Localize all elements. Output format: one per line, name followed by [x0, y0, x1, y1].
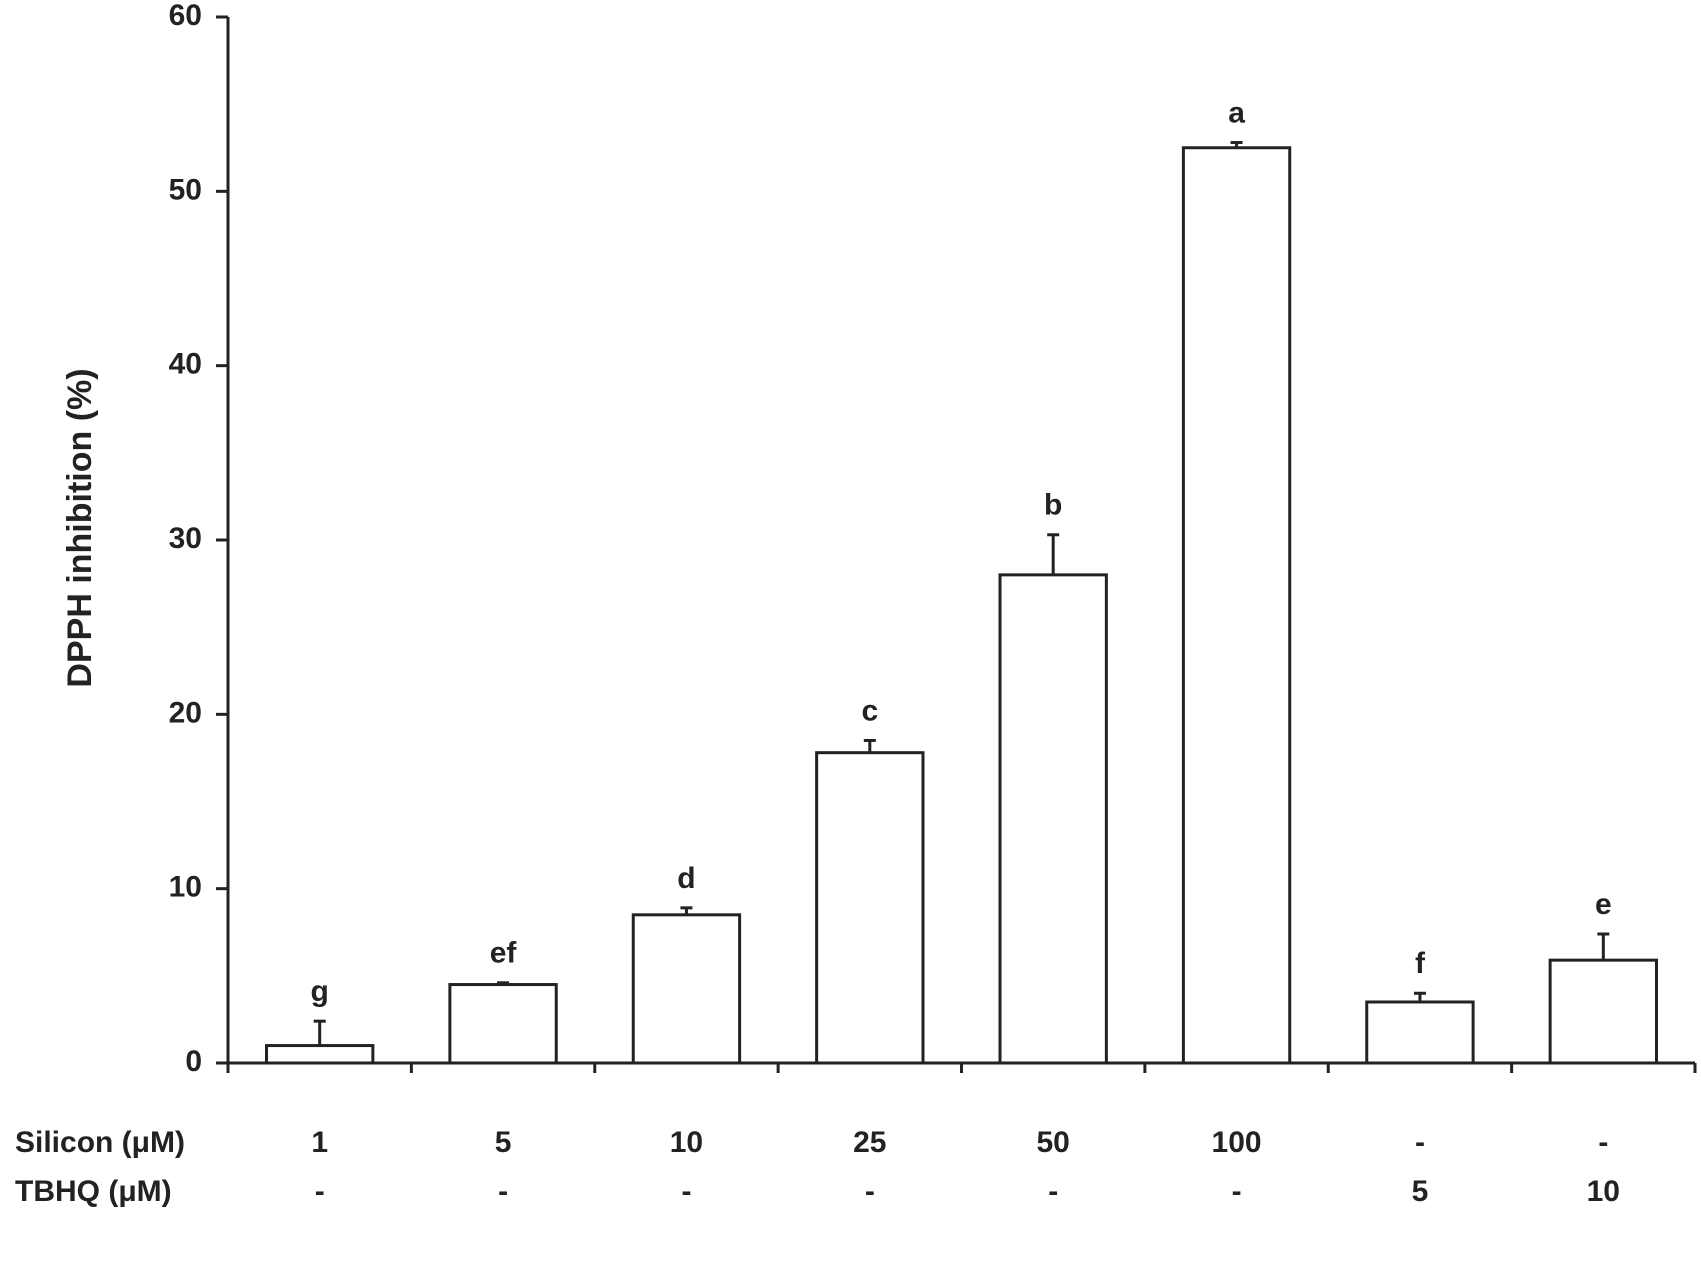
x-tick-label: - [315, 1175, 325, 1208]
x-tick-label: 25 [853, 1126, 886, 1159]
data-annotation: b [1044, 489, 1062, 522]
y-tick-label: 60 [169, 0, 202, 32]
x-tick-label: 5 [1412, 1175, 1429, 1208]
bar [1365, 1000, 1475, 1065]
bar [1181, 146, 1292, 1065]
bar [631, 913, 742, 1065]
x-tick-label: - [1232, 1175, 1242, 1208]
x-tick-label: - [865, 1175, 875, 1208]
x-tick-label: - [681, 1175, 691, 1208]
bar [448, 983, 558, 1065]
x-tick-label: - [1048, 1175, 1058, 1208]
y-tick-label: 30 [169, 522, 202, 555]
y-axis-title: DPPH inhibition (%) [61, 368, 99, 687]
x-tick-label: 50 [1037, 1126, 1070, 1159]
x-tick-label: 100 [1212, 1126, 1262, 1159]
bar [815, 751, 925, 1065]
data-annotation: e [1595, 888, 1612, 921]
data-annotation: g [311, 975, 329, 1008]
y-tick-label: 10 [169, 871, 202, 904]
x-tick-label: 10 [1587, 1175, 1620, 1208]
bar [265, 1044, 375, 1065]
x-tick-label: - [498, 1175, 508, 1208]
data-annotation: c [861, 694, 878, 727]
data-annotation: ef [490, 937, 518, 970]
x-tick-label: 1 [311, 1126, 328, 1159]
bar [1548, 958, 1658, 1065]
data-annotation: d [677, 862, 695, 895]
y-tick-label: 40 [169, 348, 202, 381]
x-tick-label: - [1598, 1126, 1608, 1159]
x-tick-label: 10 [670, 1126, 703, 1159]
bar [998, 573, 1108, 1065]
x-tick-label: 5 [495, 1126, 512, 1159]
x-tick-label: - [1415, 1126, 1425, 1159]
y-tick-label: 50 [169, 173, 202, 206]
data-annotation: f [1415, 947, 1426, 980]
y-tick-label: 0 [185, 1045, 202, 1078]
data-annotation: a [1228, 96, 1245, 129]
y-tick-label: 20 [169, 696, 202, 729]
row-title: Silicon (μM) [15, 1126, 185, 1159]
row-title: TBHQ (μM) [15, 1175, 172, 1208]
